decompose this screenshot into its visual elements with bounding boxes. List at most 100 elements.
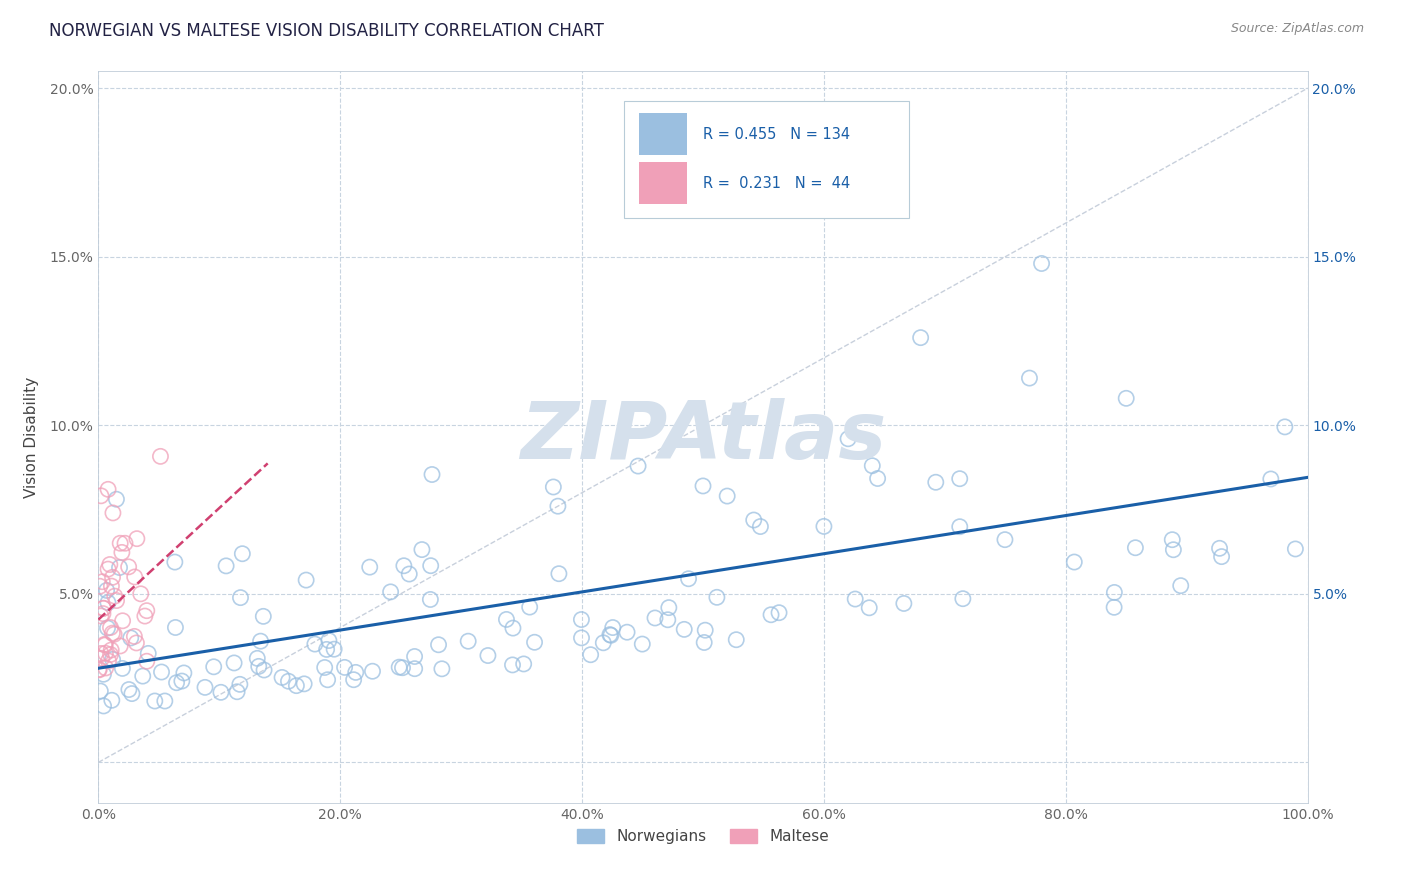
Point <box>89 579 111 593</box>
Point <box>111 614 134 628</box>
Point <box>120 631 142 645</box>
Point <box>602 621 624 635</box>
Point <box>1031 256 1053 270</box>
Point <box>949 472 972 486</box>
Point <box>419 592 441 607</box>
Point <box>1125 541 1147 555</box>
Point <box>104 589 127 603</box>
Point <box>1115 392 1137 406</box>
Point <box>657 613 679 627</box>
Point <box>658 600 681 615</box>
Point <box>512 657 534 671</box>
Point <box>111 661 134 675</box>
Point <box>229 677 252 691</box>
Point <box>411 542 433 557</box>
Point <box>1063 555 1085 569</box>
FancyBboxPatch shape <box>638 162 688 204</box>
Point <box>477 648 499 663</box>
Point <box>1211 549 1233 564</box>
Point <box>226 685 249 699</box>
Point <box>97 483 120 497</box>
Point <box>100 648 122 662</box>
Y-axis label: Vision Disability: Vision Disability <box>24 376 38 498</box>
Point <box>292 677 315 691</box>
Point <box>165 620 187 634</box>
Point <box>837 432 859 446</box>
Point <box>1163 542 1185 557</box>
Point <box>1260 472 1282 486</box>
Point <box>315 642 337 657</box>
Point <box>97 654 120 668</box>
Point <box>97 596 120 610</box>
Point <box>952 591 974 606</box>
Point <box>692 479 714 493</box>
Point <box>295 573 318 587</box>
Point <box>101 506 124 520</box>
Point <box>994 533 1017 547</box>
Point <box>404 662 426 676</box>
Point <box>359 560 381 574</box>
Point <box>1104 585 1126 599</box>
Point <box>1161 533 1184 547</box>
Point <box>209 685 232 699</box>
Point <box>143 694 166 708</box>
Point <box>249 634 271 648</box>
Point <box>925 475 948 490</box>
Point <box>547 499 569 513</box>
Point <box>427 638 450 652</box>
Point <box>314 660 336 674</box>
Point <box>599 628 621 642</box>
Point <box>430 662 453 676</box>
Point <box>893 597 915 611</box>
Point <box>316 673 339 687</box>
FancyBboxPatch shape <box>624 101 908 218</box>
Point <box>285 679 308 693</box>
Point <box>543 480 565 494</box>
Point <box>333 660 356 674</box>
Point <box>96 621 118 635</box>
Point <box>118 559 141 574</box>
Point <box>277 674 299 689</box>
Point <box>749 519 772 533</box>
Point <box>858 600 880 615</box>
Point <box>129 587 152 601</box>
Point <box>1018 371 1040 385</box>
Point <box>136 647 159 661</box>
Point <box>108 560 131 574</box>
Point <box>1170 579 1192 593</box>
Point <box>571 631 593 645</box>
Point <box>252 609 274 624</box>
Point <box>398 567 420 582</box>
Point <box>1274 420 1296 434</box>
Point <box>392 558 415 573</box>
Point <box>627 458 650 473</box>
Point <box>97 562 120 576</box>
Point <box>673 623 696 637</box>
Point <box>125 636 148 650</box>
Point <box>1102 600 1125 615</box>
Point <box>910 331 932 345</box>
Text: R =  0.231   N =  44: R = 0.231 N = 44 <box>703 176 851 191</box>
Point <box>768 606 790 620</box>
Point <box>101 693 124 707</box>
Point <box>96 583 118 598</box>
Point <box>693 635 716 649</box>
Point <box>124 629 146 643</box>
Point <box>759 607 782 622</box>
Point <box>215 558 238 573</box>
FancyBboxPatch shape <box>638 113 688 155</box>
Point <box>91 607 114 621</box>
Point <box>742 513 765 527</box>
Point <box>89 684 111 698</box>
Point <box>134 609 156 624</box>
Point <box>125 532 148 546</box>
Point <box>495 612 517 626</box>
Point <box>93 601 115 615</box>
Point <box>202 660 225 674</box>
Point <box>108 639 131 653</box>
Point <box>93 601 115 615</box>
Point <box>548 566 571 581</box>
Point <box>706 591 728 605</box>
Point <box>502 657 524 672</box>
Point <box>404 649 426 664</box>
